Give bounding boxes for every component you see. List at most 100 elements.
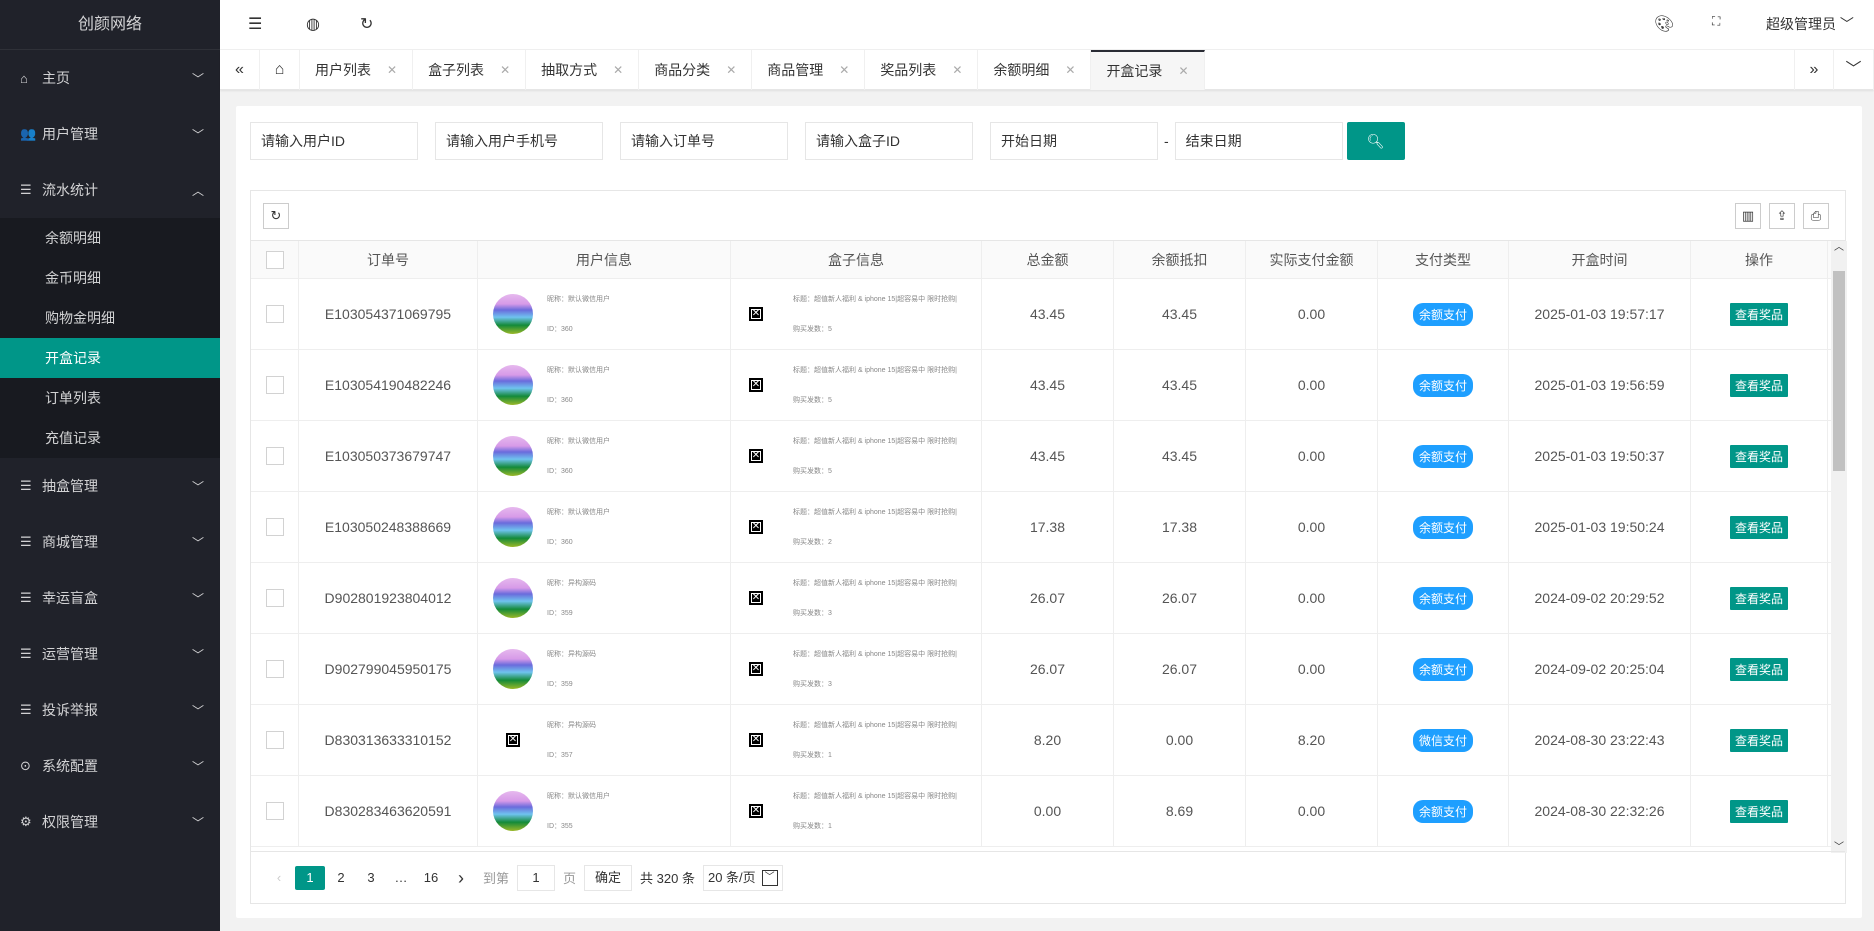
view-prizes-button[interactable]: 查看奖品 [1729, 799, 1788, 823]
start-date-input[interactable]: 开始日期 [990, 122, 1158, 160]
user-info: 昵称：异构源码 ID：357 [547, 720, 596, 760]
tab-item[interactable]: 商品管理 ✕ [752, 50, 866, 90]
tab-item[interactable]: 抽取方式 ✕ [526, 50, 640, 90]
action-cell: 查看奖品 [1691, 776, 1828, 846]
prev-page-icon[interactable]: ‹ [276, 869, 282, 885]
order-cell: E103050373679747 [299, 421, 478, 491]
tab-item[interactable]: 开盒记录 ✕ [1091, 50, 1205, 90]
submenu-item[interactable]: 购物金明细 [45, 310, 115, 326]
tab-item[interactable]: 商品分类 ✕ [639, 50, 753, 90]
print-icon[interactable]: ⎙ [1803, 203, 1829, 229]
tabs-scroll-right-icon[interactable]: » [1794, 50, 1834, 90]
scrollbar-thumb[interactable] [1833, 271, 1845, 471]
columns-filter-icon[interactable]: ▥ [1735, 203, 1761, 229]
column-header-label: 余额抵扣 [1151, 251, 1208, 268]
sidebar-item-8[interactable]: ⊙ 系统配置 ﹀ [0, 738, 220, 794]
row-checkbox[interactable] [265, 376, 284, 394]
view-prizes-button[interactable]: 查看奖品 [1729, 515, 1788, 539]
home-icon: ⌂ [20, 70, 28, 86]
sidebar-item-9[interactable]: ⚙ 权限管理 ﹀ [0, 794, 220, 850]
home-tab-icon[interactable]: ⌂ [260, 50, 300, 90]
view-prizes-button[interactable]: 查看奖品 [1729, 657, 1788, 681]
nickname: 昵称：默认微信用户 [547, 367, 610, 374]
export-icon[interactable]: ⇪ [1769, 203, 1795, 229]
time-cell: 2025-01-03 19:57:17 [1509, 279, 1691, 349]
close-icon[interactable]: ✕ [1178, 64, 1189, 78]
page-button[interactable]: 1 [295, 865, 325, 890]
table-scrollbar[interactable]: ︿ ﹀ [1831, 241, 1847, 853]
refresh-icon[interactable]: ↻ [360, 16, 374, 33]
submenu-item[interactable]: 开盒记录 [0, 338, 220, 378]
tab-item[interactable]: 奖品列表 ✕ [865, 50, 979, 90]
scroll-down-icon[interactable]: ﹀ [1834, 842, 1844, 853]
sidebar-item-0[interactable]: ⌂ 主页 ﹀ [0, 50, 220, 106]
row-checkbox[interactable] [265, 518, 284, 536]
fullscreen-icon[interactable]: ⛶ [1712, 14, 1721, 28]
phone-input[interactable]: 请输入用户手机号 [435, 122, 603, 160]
scroll-up-icon[interactable]: ︿ [1834, 242, 1844, 253]
tabs-scroll-left-icon[interactable]: « [220, 50, 260, 90]
select-all-cell[interactable] [251, 241, 299, 278]
pay-type-cell: 余额支付 [1378, 634, 1509, 704]
close-icon[interactable]: ✕ [839, 63, 850, 77]
page-input[interactable]: 1 [517, 864, 556, 891]
view-prizes-button[interactable]: 查看奖品 [1729, 444, 1788, 468]
box-id-input[interactable]: 请输入盒子ID [805, 122, 973, 160]
close-icon[interactable]: ✕ [726, 63, 737, 77]
view-prizes-button[interactable]: 查看奖品 [1729, 373, 1788, 397]
submenu-item[interactable]: 订单列表 [45, 390, 101, 406]
submenu-item[interactable]: 金币明细 [45, 270, 101, 286]
tab-item[interactable]: 盒子列表 ✕ [413, 50, 527, 90]
page-button[interactable]: 3 [367, 869, 375, 885]
purchase-count: 购买发数：3 [793, 610, 832, 617]
sidebar-item-4[interactable]: ☰ 商城管理 ﹀ [0, 514, 220, 570]
refresh-table-icon[interactable]: ↻ [263, 203, 289, 229]
sidebar-item-7[interactable]: ☰ 投诉举报 ﹀ [0, 682, 220, 738]
page-button[interactable]: 2 [337, 869, 345, 885]
tabs-menu-icon[interactable]: ﹀ [1834, 50, 1874, 90]
row-checkbox[interactable] [265, 731, 284, 749]
tab-item[interactable]: 余额明细 ✕ [978, 50, 1092, 90]
select-all-checkbox[interactable] [265, 250, 284, 269]
sidebar-item-2[interactable]: ☰ 流水统计 ︿ [0, 162, 220, 218]
page-button[interactable]: 16 [423, 869, 439, 885]
close-icon[interactable]: ✕ [1065, 63, 1076, 77]
page-size-select[interactable]: 20 条/页 ﹀ [702, 864, 783, 891]
row-checkbox[interactable] [265, 660, 284, 678]
close-icon[interactable]: ✕ [387, 63, 398, 77]
sidebar-item-1[interactable]: 👥 用户管理 ﹀ [0, 106, 220, 162]
balance-deduction: 0.00 [1165, 732, 1194, 748]
row-checkbox[interactable] [265, 305, 284, 323]
close-icon[interactable]: ✕ [952, 63, 963, 77]
purchase-count: 购买发数：5 [793, 468, 832, 475]
confirm-page-button[interactable]: 确定 [584, 864, 633, 891]
view-prizes-button[interactable]: 查看奖品 [1729, 728, 1788, 752]
user-id-input[interactable]: 请输入用户ID [250, 122, 418, 160]
box-info: 标题：超值新人福利 & iphone 15|超容易中 限时抢购| 购买发数：5 [793, 365, 957, 405]
order-input[interactable]: 请输入订单号 [620, 122, 788, 160]
globe-icon[interactable]: ◍ [306, 16, 320, 33]
sidebar-item-6[interactable]: ☰ 运营管理 ﹀ [0, 626, 220, 682]
close-icon[interactable]: ✕ [613, 63, 624, 77]
palette-icon[interactable]: 🎨︎ [1654, 16, 1675, 33]
row-checkbox[interactable] [265, 589, 284, 607]
row-checkbox[interactable] [265, 802, 284, 820]
next-page-icon[interactable]: › [458, 867, 464, 888]
collapse-menu-icon[interactable]: ☰ [248, 16, 263, 33]
order-cell: D902799045950175 [299, 634, 478, 704]
submenu-item[interactable]: 充值记录 [45, 430, 101, 446]
close-icon[interactable]: ✕ [500, 63, 511, 77]
sidebar-item-3[interactable]: ☰ 抽盒管理 ﹀ [0, 458, 220, 514]
list-icon: ☰ [20, 590, 32, 605]
row-checkbox[interactable] [265, 447, 284, 465]
user-menu[interactable]: 超级管理员 ﹀ [1766, 14, 1854, 34]
submenu-item[interactable]: 余额明细 [45, 230, 101, 246]
view-prizes-button[interactable]: 查看奖品 [1729, 302, 1788, 326]
search-button[interactable]: 🔍︎ [1346, 122, 1405, 160]
box-cell: ✕ 标题：超值新人福利 & iphone 15|超容易中 限时抢购| 购买发数：1 [731, 705, 982, 775]
total-amount: 0.00 [1033, 803, 1062, 819]
sidebar-item-5[interactable]: ☰ 幸运盲盒 ﹀ [0, 570, 220, 626]
tab-item[interactable]: 用户列表 ✕ [300, 50, 414, 90]
view-prizes-button[interactable]: 查看奖品 [1729, 586, 1788, 610]
end-date-input[interactable]: 结束日期 [1174, 122, 1343, 160]
